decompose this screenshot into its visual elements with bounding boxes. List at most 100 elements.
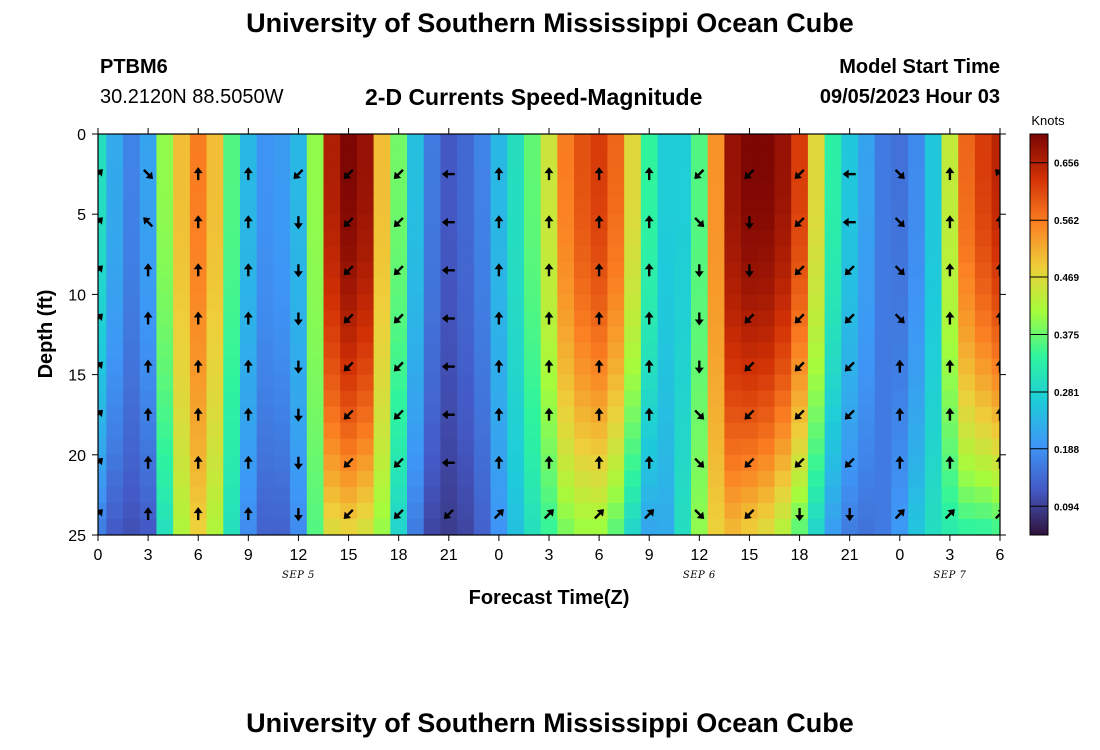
heatmap-cell xyxy=(690,294,709,312)
heatmap-cell xyxy=(557,262,575,280)
heatmap-cell xyxy=(574,262,592,280)
heatmap-cell xyxy=(173,198,191,215)
heatmap-cell xyxy=(574,422,592,440)
heatmap-cell xyxy=(507,390,525,408)
heatmap-cell xyxy=(590,326,609,344)
heatmap-cell xyxy=(223,406,241,424)
heatmap-cell xyxy=(958,358,976,376)
heatmap-cell xyxy=(306,342,325,360)
heatmap-cell xyxy=(106,214,124,232)
x-tick-label: 12 xyxy=(690,547,708,564)
heatmap-cell xyxy=(807,438,826,456)
current-arrow xyxy=(243,359,253,373)
heatmap-cell xyxy=(98,438,108,456)
heatmap-cell xyxy=(674,486,692,504)
heatmap-cell xyxy=(974,278,993,296)
heatmap-cell xyxy=(106,342,124,360)
heatmap-cell xyxy=(640,278,659,296)
heatmap-cell xyxy=(624,182,642,199)
current-arrow-head xyxy=(393,316,402,324)
heatmap-cell xyxy=(757,166,776,183)
current-arrow-head xyxy=(343,267,352,276)
heatmap-cell xyxy=(373,230,392,248)
current-arrow xyxy=(393,509,404,520)
heatmap-cell xyxy=(958,262,976,280)
heatmap-cell xyxy=(540,518,559,535)
heatmap-cell xyxy=(273,246,291,264)
heatmap-cell xyxy=(908,166,926,183)
heatmap-cell xyxy=(707,246,726,264)
heatmap-cell xyxy=(373,390,392,408)
current-arrow xyxy=(243,407,253,421)
heatmap-cell xyxy=(139,326,158,344)
heatmap-cell xyxy=(690,342,709,360)
heatmap-cell xyxy=(340,438,358,456)
heatmap-cell xyxy=(273,454,291,472)
heatmap-cell xyxy=(574,486,592,504)
heatmap-cell xyxy=(189,246,208,264)
heatmap-cell xyxy=(223,198,241,215)
heatmap-cell xyxy=(640,150,659,167)
heatmap-cell xyxy=(574,310,592,328)
heatmap-cell xyxy=(123,326,141,344)
heatmap-cell xyxy=(908,294,926,312)
heatmap-cell xyxy=(490,486,509,504)
heatmap-cell xyxy=(223,230,241,248)
heatmap-cell xyxy=(473,166,492,183)
heatmap-cell xyxy=(874,342,893,360)
heatmap-cell xyxy=(340,278,358,296)
heatmap-cell xyxy=(306,502,325,520)
heatmap-cell xyxy=(306,278,325,296)
heatmap-cell xyxy=(407,230,425,248)
heatmap-cell xyxy=(523,182,542,199)
heatmap-cell xyxy=(841,278,859,296)
heatmap-cell xyxy=(958,390,976,408)
heatmap-cell xyxy=(206,454,225,472)
heatmap-cell xyxy=(98,230,108,248)
heatmap-cell xyxy=(557,166,575,183)
heatmap-cell xyxy=(490,230,509,248)
heatmap-cell xyxy=(373,214,392,232)
current-arrow xyxy=(193,407,203,421)
current-arrow-head xyxy=(343,412,352,420)
current-arrow-head xyxy=(193,263,203,270)
heatmap-cell xyxy=(624,438,642,456)
heatmap-cell xyxy=(557,198,575,215)
heatmap-cell xyxy=(306,246,325,264)
current-arrow-head xyxy=(243,455,253,462)
heatmap-cell xyxy=(407,134,425,151)
heatmap-cell xyxy=(924,326,943,344)
current-arrow xyxy=(894,169,905,180)
heatmap-cell xyxy=(557,294,575,312)
current-arrow xyxy=(694,312,704,326)
heatmap-cell xyxy=(356,198,375,215)
current-arrow xyxy=(894,313,905,324)
heatmap-cell xyxy=(206,422,225,440)
heatmap-cell xyxy=(373,326,392,344)
heatmap-cell xyxy=(256,358,275,376)
heatmap-cell xyxy=(908,390,926,408)
heatmap-cell xyxy=(958,486,976,504)
heatmap-cell xyxy=(958,134,976,151)
current-arrow xyxy=(694,360,704,374)
current-arrow-head xyxy=(443,511,452,520)
heatmap-cell xyxy=(373,198,392,215)
current-arrow-head xyxy=(441,458,448,468)
heatmap-cell xyxy=(590,294,609,312)
colorbar-tick-label: 0.375 xyxy=(1054,331,1079,342)
heatmap-cell xyxy=(373,470,392,488)
heatmap-cell xyxy=(540,278,559,296)
heatmap-cell xyxy=(323,422,341,440)
heatmap-cell xyxy=(807,518,826,535)
heatmap-cell xyxy=(523,214,542,232)
heatmap-cell xyxy=(624,342,642,360)
heatmap-cell xyxy=(239,390,258,408)
heatmap-cell xyxy=(858,198,876,215)
heatmap-cell xyxy=(924,422,943,440)
heatmap-cell xyxy=(306,470,325,488)
heatmap-cell xyxy=(306,390,325,408)
heatmap-cell xyxy=(707,166,726,183)
heatmap-cell xyxy=(757,374,776,392)
heatmap-cell xyxy=(507,518,525,535)
heatmap-cell xyxy=(507,150,525,167)
